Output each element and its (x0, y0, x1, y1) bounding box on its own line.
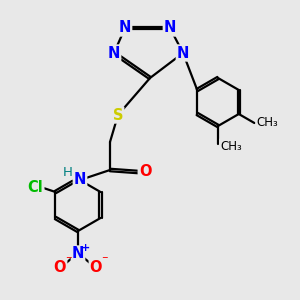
Text: ⁻: ⁻ (65, 254, 71, 268)
Text: N: N (74, 172, 86, 188)
Text: O: O (90, 260, 102, 274)
Text: N: N (177, 46, 189, 61)
Text: ⁻: ⁻ (101, 254, 107, 268)
Text: N: N (72, 247, 84, 262)
Text: Cl: Cl (28, 181, 43, 196)
Text: N: N (164, 20, 176, 35)
Text: N: N (108, 46, 120, 61)
Text: CH₃: CH₃ (256, 116, 278, 130)
Text: O: O (139, 164, 151, 179)
Text: CH₃: CH₃ (220, 140, 242, 152)
Text: +: + (80, 243, 90, 253)
Text: H: H (63, 166, 73, 178)
Text: N: N (119, 20, 131, 35)
Text: O: O (54, 260, 66, 274)
Text: S: S (113, 107, 123, 122)
